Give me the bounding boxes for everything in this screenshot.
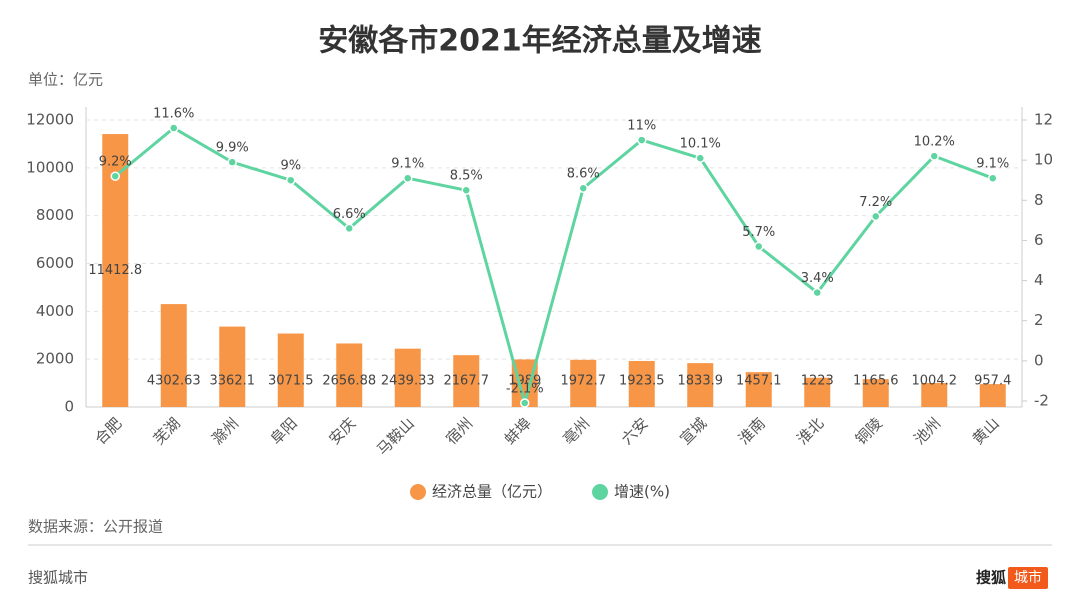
line-value-label: 6.6% [333, 207, 366, 222]
bar [804, 377, 831, 407]
line-value-label: 9.1% [391, 157, 424, 172]
legend-marker [410, 484, 426, 500]
legend-label: 增速(%) [614, 483, 670, 501]
line-value-label: 9% [280, 159, 301, 174]
y-tick-label: 0 [64, 398, 74, 416]
bar-value-label: 4302.63 [147, 374, 201, 389]
source-note: 数据来源：公开报道 [28, 518, 163, 536]
line-value-label: 9.2% [99, 155, 132, 170]
line-value-label: 5.7% [742, 225, 775, 240]
line-value-label: 8.5% [450, 169, 483, 184]
bar-value-label: 2439.33 [381, 374, 435, 389]
bar-value-label: 1223 [801, 374, 834, 389]
footer-left: 搜狐城市 [28, 569, 88, 587]
bar-value-label: 2167.7 [444, 374, 490, 389]
bar-value-label: 957.4 [974, 374, 1011, 389]
line-value-label: 10.2% [914, 135, 955, 150]
y2-tick-label: 8 [1034, 191, 1044, 209]
chart-title: 安徽各市2021年经济总量及增速 [318, 24, 762, 59]
y-tick-label: 4000 [36, 302, 74, 320]
bar-value-label: 1004.2 [912, 374, 958, 389]
bar-value-label: 3362.1 [210, 374, 256, 389]
line-point [344, 223, 354, 234]
bar [336, 343, 363, 407]
line-point [754, 241, 764, 252]
y2-tick-label: 4 [1034, 271, 1044, 289]
brand: 搜狐 [976, 569, 1006, 587]
line-value-label: 3.4% [801, 271, 834, 286]
line-value-label: -2.1% [506, 381, 544, 396]
line-point [286, 175, 296, 185]
line-value-label: 8.6% [567, 167, 600, 182]
y-tick-label: 6000 [36, 254, 74, 272]
legend-marker [592, 484, 609, 500]
line-point [578, 183, 588, 193]
line-point [227, 157, 237, 167]
bar-value-label: 3071.5 [268, 374, 314, 389]
unit-label: 单位：亿元 [28, 71, 103, 89]
line-point [812, 287, 822, 298]
y-tick-label: 2000 [36, 350, 74, 368]
bar-value-label: 1457.1 [736, 374, 782, 389]
line-point [929, 151, 939, 161]
line-point [988, 173, 998, 183]
line-value-label: 9.9% [216, 141, 249, 156]
brand-badge: 城市 [1014, 569, 1042, 586]
y2-tick-label: 12 [1034, 111, 1053, 129]
line [114, 126, 994, 409]
bar [687, 363, 714, 407]
line-value-label: 11% [627, 119, 656, 134]
line-point [871, 211, 881, 222]
y2-tick-label: -2 [1034, 391, 1049, 409]
bar [160, 304, 187, 407]
line-point [403, 173, 413, 183]
line-point [461, 185, 471, 195]
bar-value-label: 1923.5 [619, 374, 665, 389]
line-point [110, 171, 120, 181]
y2-tick-label: 6 [1034, 231, 1044, 249]
bar [277, 333, 304, 407]
legend-label: 经济总量（亿元） [432, 483, 552, 501]
bar-value-label: 1972.7 [561, 374, 607, 389]
line-value-label: 10.1% [680, 137, 721, 152]
y-tick-label: 10000 [26, 158, 74, 176]
bar [570, 359, 597, 407]
bar-value-label: 1833.9 [678, 374, 724, 389]
line-value-label: 9.1% [976, 157, 1009, 172]
bar [979, 384, 1006, 407]
bar [394, 348, 421, 407]
bar [862, 379, 889, 407]
bar [921, 382, 948, 407]
line-value-label: 7.2% [859, 195, 892, 210]
line-value-label: 11.6% [153, 107, 194, 122]
y-tick-label: 12000 [26, 111, 74, 129]
bar [453, 355, 480, 407]
bar-value-label: 11412.8 [88, 263, 142, 278]
line-point [695, 153, 705, 163]
y2-tick-label: 0 [1034, 351, 1044, 369]
bar-value-label: 1165.6 [853, 374, 899, 389]
bar [628, 360, 655, 407]
y2-tick-label: 2 [1034, 311, 1044, 329]
brand-badge-bg [1008, 567, 1048, 589]
bar [745, 372, 772, 407]
line-point [637, 135, 647, 145]
bar-value-label: 2656.88 [322, 374, 376, 389]
bar [219, 326, 246, 407]
y2-tick-label: 10 [1034, 151, 1053, 169]
y-tick-label: 8000 [36, 206, 74, 224]
line-point [520, 398, 530, 408]
line-point [169, 123, 179, 133]
